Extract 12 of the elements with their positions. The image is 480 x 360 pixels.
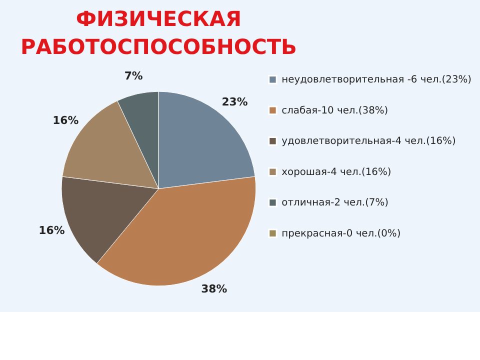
- legend-label: прекрасная-0 чел.(0%): [282, 228, 401, 240]
- legend-label: удовлетворительная-4 чел.(16%): [282, 136, 456, 148]
- legend-label: хорошая-4 чел.(16%): [282, 166, 392, 178]
- data-label: 7%: [124, 69, 143, 82]
- data-label: 38%: [201, 282, 228, 296]
- legend-label: отличная-2 чел.(7%): [282, 198, 389, 209]
- chart-title: ФИЗИЧЕСКАЯ РАБОТОСПОСОБНОСТЬ: [20, 7, 297, 59]
- data-label: 16%: [52, 114, 79, 128]
- data-label: 16%: [38, 224, 65, 238]
- legend-label: слабая-10 чел.(38%): [282, 105, 388, 116]
- data-label: 23%: [222, 95, 248, 108]
- legend-label: неудовлетворительная -6 чел.(23%): [282, 74, 472, 86]
